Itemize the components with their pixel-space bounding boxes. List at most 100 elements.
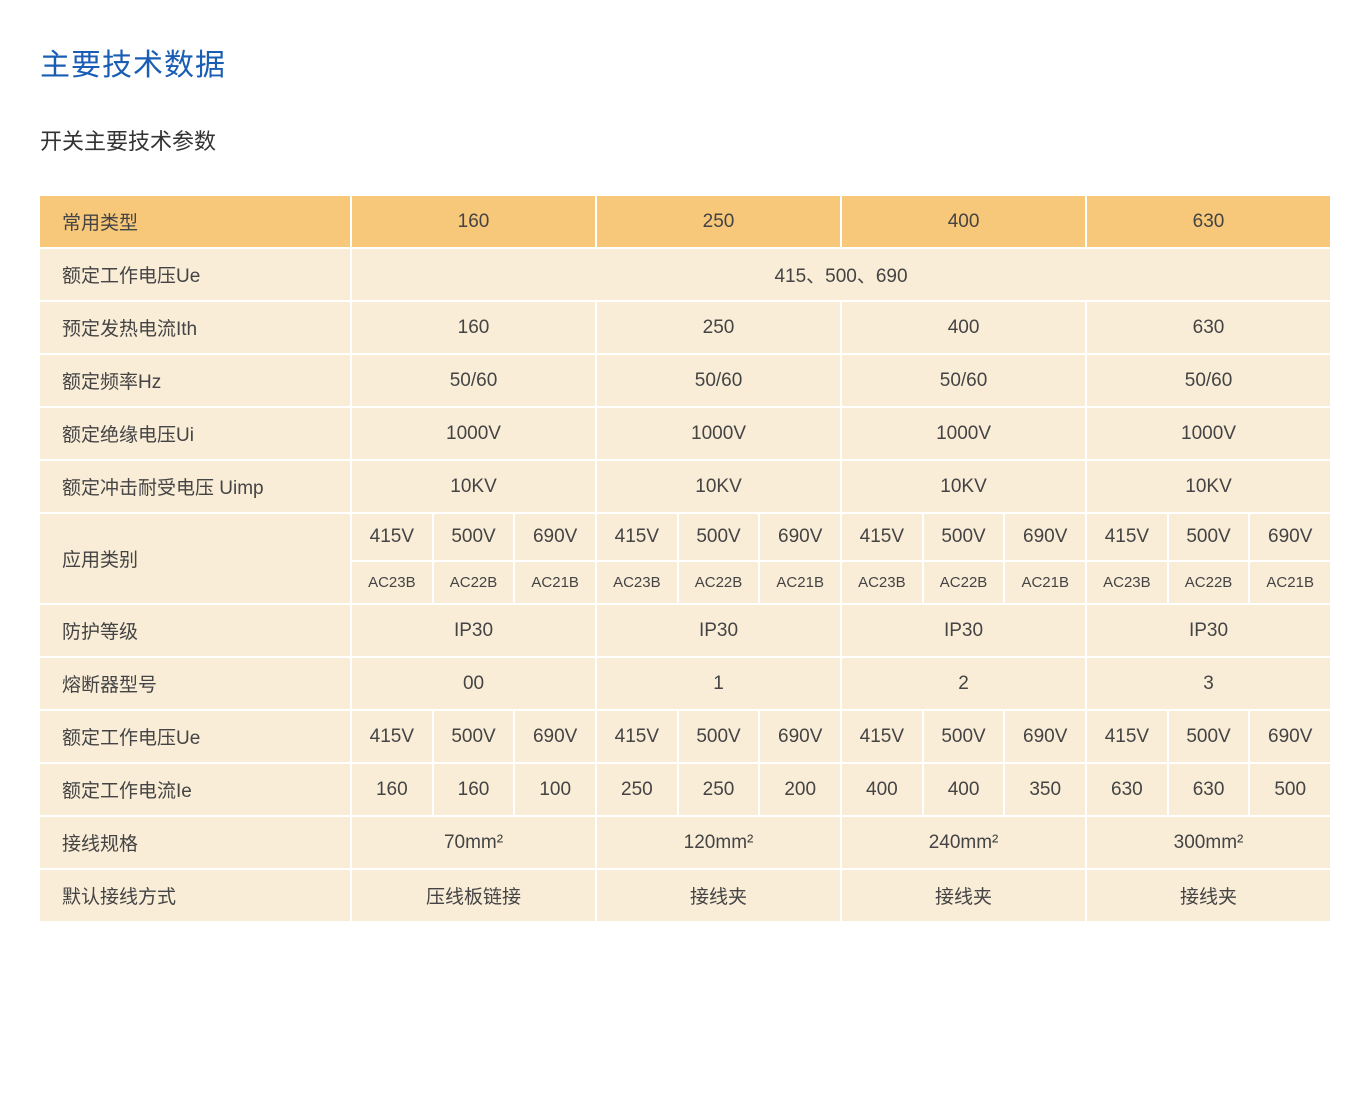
- table-cell: 400: [923, 763, 1005, 816]
- table-cell: 630: [1168, 763, 1250, 816]
- table-cell: 415V: [1086, 710, 1168, 763]
- table-cell: 50/60: [596, 354, 841, 407]
- table-cell: 10KV: [841, 460, 1086, 513]
- table-cell: 500V: [678, 710, 760, 763]
- table-cell: 接线夹: [1086, 869, 1330, 921]
- table-cell: 70mm²: [351, 816, 596, 869]
- table-row: 防护等级IP30IP30IP30IP30: [40, 604, 1330, 657]
- table-cell: 630: [1086, 763, 1168, 816]
- table-cell: 10KV: [351, 460, 596, 513]
- table-cell: 240mm²: [841, 816, 1086, 869]
- spec-table: 常用类型160250400630额定工作电压Ue415、500、690预定发热电…: [40, 196, 1330, 921]
- table-cell: IP30: [1086, 604, 1330, 657]
- table-cell: AC21B: [1004, 561, 1086, 604]
- table-cell: AC21B: [514, 561, 596, 604]
- table-cell: 10KV: [596, 460, 841, 513]
- table-cell: AC23B: [841, 561, 923, 604]
- table-cell: IP30: [841, 604, 1086, 657]
- row-label: 默认接线方式: [40, 869, 351, 921]
- table-cell: 2: [841, 657, 1086, 710]
- table-cell: 1000V: [1086, 407, 1330, 460]
- table-row: 默认接线方式压线板链接接线夹接线夹接线夹: [40, 869, 1330, 921]
- table-cell: 250: [678, 763, 760, 816]
- table-cell: AC23B: [1086, 561, 1168, 604]
- table-cell: 接线夹: [841, 869, 1086, 921]
- row-label: 额定工作电流Ie: [40, 763, 351, 816]
- table-cell: 500V: [433, 710, 515, 763]
- table-cell: 500V: [1168, 710, 1250, 763]
- table-row: 熔断器型号00123: [40, 657, 1330, 710]
- table-cell: 500V: [923, 710, 1005, 763]
- table-cell: 1000V: [841, 407, 1086, 460]
- row-label: 防护等级: [40, 604, 351, 657]
- table-cell: AC23B: [351, 561, 433, 604]
- table-cell: 415、500、690: [351, 248, 1330, 301]
- table-cell: 400: [841, 301, 1086, 354]
- table-cell: 415V: [1086, 513, 1168, 561]
- table-row: 预定发热电流Ith160250400630: [40, 301, 1330, 354]
- table-cell: 120mm²: [596, 816, 841, 869]
- table-cell: 415V: [351, 710, 433, 763]
- row-label: 应用类别: [40, 513, 351, 604]
- table-cell: 250: [596, 196, 841, 248]
- table-cell: AC22B: [678, 561, 760, 604]
- table-cell: 500V: [678, 513, 760, 561]
- table-cell: 350: [1004, 763, 1086, 816]
- row-label: 额定绝缘电压Ui: [40, 407, 351, 460]
- table-cell: 100: [514, 763, 596, 816]
- table-cell: 690V: [514, 710, 596, 763]
- table-row: 接线规格70mm²120mm²240mm²300mm²: [40, 816, 1330, 869]
- table-cell: 压线板链接: [351, 869, 596, 921]
- row-label: 预定发热电流Ith: [40, 301, 351, 354]
- row-label: 常用类型: [40, 196, 351, 248]
- table-row: 额定工作电压Ue415V500V690V415V500V690V415V500V…: [40, 710, 1330, 763]
- table-cell: 00: [351, 657, 596, 710]
- table-cell: 690V: [1249, 513, 1330, 561]
- table-cell: 160: [351, 301, 596, 354]
- table-cell: AC21B: [759, 561, 841, 604]
- table-cell: 500V: [433, 513, 515, 561]
- table-row: 常用类型160250400630: [40, 196, 1330, 248]
- table-cell: 415V: [596, 513, 678, 561]
- table-cell: 250: [596, 301, 841, 354]
- table-cell: 10KV: [1086, 460, 1330, 513]
- table-cell: IP30: [596, 604, 841, 657]
- table-cell: AC22B: [433, 561, 515, 604]
- table-cell: 1000V: [351, 407, 596, 460]
- row-label: 额定工作电压Ue: [40, 710, 351, 763]
- table-cell: 690V: [759, 513, 841, 561]
- row-label: 额定频率Hz: [40, 354, 351, 407]
- table-row: 额定频率Hz50/6050/6050/6050/60: [40, 354, 1330, 407]
- table-cell: 50/60: [1086, 354, 1330, 407]
- table-cell: 690V: [1249, 710, 1330, 763]
- table-cell: AC23B: [596, 561, 678, 604]
- table-cell: 500V: [1168, 513, 1250, 561]
- table-row: 应用类别415V500V690V415V500V690V415V500V690V…: [40, 513, 1330, 561]
- table-cell: 690V: [514, 513, 596, 561]
- table-cell: 630: [1086, 196, 1330, 248]
- table-cell: 3: [1086, 657, 1330, 710]
- table-cell: 250: [596, 763, 678, 816]
- table-cell: 50/60: [841, 354, 1086, 407]
- table-cell: 500: [1249, 763, 1330, 816]
- table-cell: AC22B: [923, 561, 1005, 604]
- table-cell: 415V: [841, 710, 923, 763]
- table-cell: IP30: [351, 604, 596, 657]
- table-cell: 160: [351, 196, 596, 248]
- table-cell: 415V: [351, 513, 433, 561]
- table-cell: 690V: [759, 710, 841, 763]
- row-label: 额定冲击耐受电压 Uimp: [40, 460, 351, 513]
- row-label: 额定工作电压Ue: [40, 248, 351, 301]
- table-cell: 415V: [596, 710, 678, 763]
- table-cell: 50/60: [351, 354, 596, 407]
- table-row: 额定绝缘电压Ui1000V1000V1000V1000V: [40, 407, 1330, 460]
- table-cell: 690V: [1004, 513, 1086, 561]
- table-row: 额定工作电流Ie16016010025025020040040035063063…: [40, 763, 1330, 816]
- table-row: 额定工作电压Ue415、500、690: [40, 248, 1330, 301]
- table-cell: 400: [841, 763, 923, 816]
- page-title: 主要技术数据: [40, 40, 1330, 84]
- table-row: 额定冲击耐受电压 Uimp10KV10KV10KV10KV: [40, 460, 1330, 513]
- table-cell: 1: [596, 657, 841, 710]
- table-cell: 415V: [841, 513, 923, 561]
- table-cell: 300mm²: [1086, 816, 1330, 869]
